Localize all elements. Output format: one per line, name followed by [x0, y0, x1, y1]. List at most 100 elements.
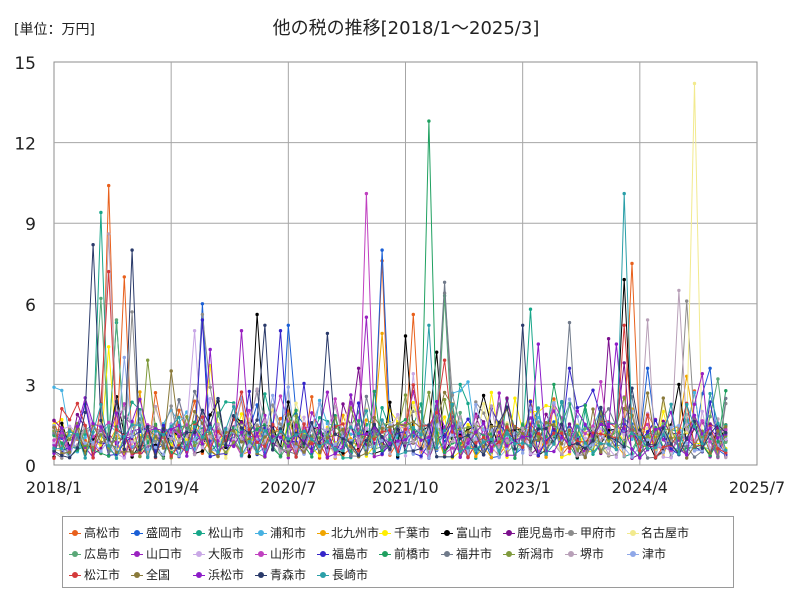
data-point — [107, 420, 111, 425]
legend-swatch — [69, 529, 81, 537]
data-point — [724, 451, 728, 455]
data-point — [677, 452, 681, 456]
data-point — [294, 414, 298, 418]
legend-item[interactable]: 広島市 — [69, 545, 131, 562]
legend-item[interactable]: 松山市 — [193, 524, 255, 541]
legend-item[interactable]: 松江市 — [69, 566, 131, 583]
data-point — [505, 425, 509, 429]
data-point — [239, 437, 244, 441]
legend-swatch — [379, 529, 391, 537]
legend-item[interactable]: 浜松市 — [193, 566, 255, 583]
legend-item[interactable]: 盛岡市 — [131, 524, 193, 541]
legend-item[interactable]: 浦和市 — [255, 524, 317, 541]
series-layer — [52, 81, 728, 460]
data-point — [372, 437, 376, 441]
data-point — [60, 421, 64, 425]
data-point — [333, 397, 337, 401]
data-point — [497, 440, 501, 444]
data-point — [481, 435, 486, 440]
legend-item[interactable]: 福島市 — [317, 545, 379, 562]
legend-item[interactable]: 新潟市 — [503, 545, 565, 562]
legend-item[interactable]: 堺市 — [565, 545, 627, 562]
legend-label: 高松市 — [84, 526, 121, 540]
data-point — [513, 456, 517, 460]
data-point — [552, 449, 556, 454]
data-point — [364, 191, 369, 196]
legend-label: 山形市 — [270, 547, 307, 561]
legend-item[interactable]: 前橋市 — [379, 545, 441, 562]
data-point — [466, 438, 470, 442]
legend-swatch — [255, 550, 267, 558]
data-point — [513, 447, 517, 451]
data-point — [661, 426, 665, 430]
legend-item[interactable]: 甲府市 — [565, 524, 627, 541]
x-tick-label: 2019/4 — [143, 478, 199, 497]
data-point — [536, 438, 540, 442]
legend-item[interactable]: 全国 — [131, 566, 193, 583]
data-point — [200, 302, 205, 306]
legend-item[interactable]: 津市 — [627, 545, 689, 562]
data-point — [606, 425, 611, 429]
legend-item[interactable]: 高松市 — [69, 524, 131, 541]
legend-swatch — [193, 550, 205, 558]
data-point — [708, 446, 712, 450]
data-point — [138, 410, 142, 414]
data-point — [177, 446, 181, 450]
legend-label: 北九州市 — [330, 526, 379, 540]
data-point — [396, 439, 400, 443]
data-point — [458, 421, 462, 426]
data-point — [122, 449, 127, 454]
data-point — [200, 318, 205, 322]
data-point — [255, 431, 259, 436]
legend-item[interactable]: 青森市 — [255, 566, 317, 583]
legend-item[interactable]: 名古屋市 — [627, 524, 689, 541]
data-point — [341, 437, 345, 441]
y-tick-label: 0 — [25, 457, 36, 477]
legend-item[interactable]: 福井市 — [441, 545, 503, 562]
x-tick-label: 2025/7 — [729, 478, 785, 497]
data-point — [403, 427, 408, 432]
data-point — [169, 369, 173, 373]
legend-swatch — [317, 571, 329, 579]
data-point — [239, 329, 244, 333]
legend-item[interactable]: 富山市 — [441, 524, 503, 541]
data-point — [474, 414, 478, 418]
data-point — [606, 442, 611, 446]
data-point — [708, 451, 712, 455]
data-point — [255, 312, 259, 317]
legend-swatch — [503, 550, 515, 558]
data-point — [271, 408, 275, 412]
legend-item[interactable]: 長崎市 — [317, 566, 379, 583]
data-point — [380, 438, 384, 443]
data-point — [466, 455, 470, 459]
data-point — [153, 391, 158, 395]
data-point — [380, 435, 384, 439]
data-point — [630, 261, 634, 266]
data-point — [317, 454, 322, 458]
data-point — [52, 440, 56, 445]
legend-item[interactable]: 大阪市 — [193, 545, 255, 562]
data-point — [216, 422, 220, 426]
data-point — [661, 419, 665, 423]
data-point — [450, 424, 455, 428]
data-point — [294, 444, 298, 448]
legend-item[interactable]: 山形市 — [255, 545, 317, 562]
data-point — [239, 430, 244, 434]
data-point — [552, 397, 556, 401]
legend-item[interactable]: 北九州市 — [317, 524, 379, 541]
data-point — [310, 395, 314, 399]
data-point — [411, 452, 415, 456]
data-point — [716, 436, 720, 440]
data-point — [466, 433, 470, 437]
legend-row: 高松市 盛岡市 松山市 浦和市 北九州市 千葉市 富山市 鹿児島市 甲府市 名古屋市 — [69, 522, 733, 543]
legend-item[interactable]: 山口市 — [131, 545, 193, 562]
data-point — [380, 452, 384, 456]
legend-item[interactable]: 千葉市 — [379, 524, 441, 541]
data-point — [591, 407, 595, 411]
legend-row: 広島市 山口市 大阪市 山形市 福島市 前橋市 福井市 新潟市 堺市 津市 — [69, 543, 733, 564]
data-point — [403, 418, 408, 422]
data-point — [286, 456, 290, 460]
data-point — [216, 450, 220, 454]
data-point — [216, 429, 220, 434]
legend-item[interactable]: 鹿児島市 — [503, 524, 565, 541]
